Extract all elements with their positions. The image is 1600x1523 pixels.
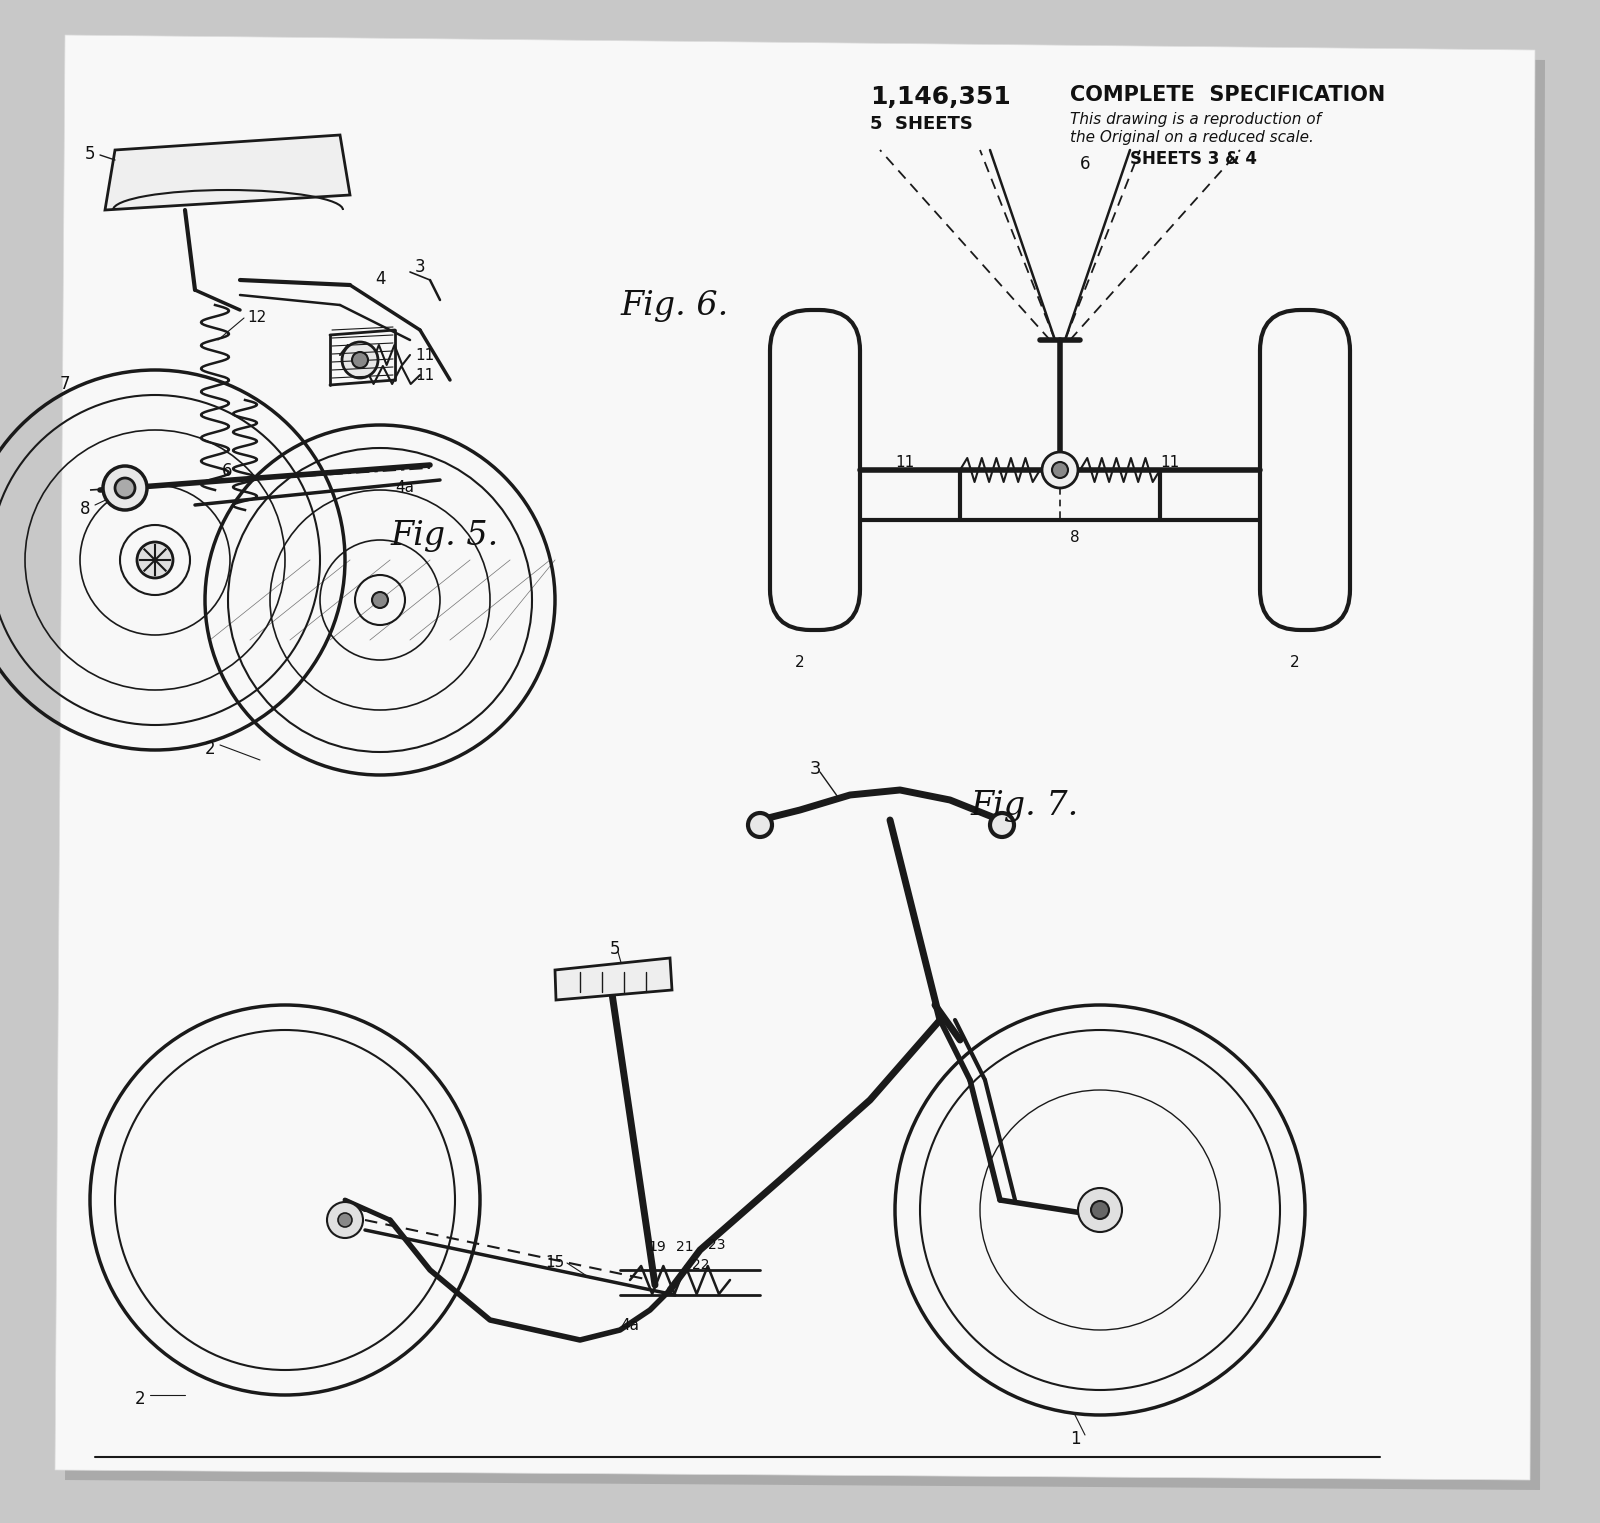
Text: SHEETS 3 & 4: SHEETS 3 & 4 [1130, 149, 1258, 168]
Text: COMPLETE  SPECIFICATION: COMPLETE SPECIFICATION [1070, 85, 1386, 105]
Polygon shape [106, 136, 350, 210]
Text: Fig. 7.: Fig. 7. [970, 790, 1078, 822]
Text: 4: 4 [374, 270, 386, 288]
Polygon shape [54, 35, 1534, 1480]
Text: 12: 12 [246, 311, 266, 324]
Text: 2: 2 [1290, 655, 1299, 670]
Circle shape [1042, 452, 1078, 487]
Circle shape [371, 592, 387, 608]
Text: 15: 15 [546, 1255, 565, 1270]
Text: 11: 11 [414, 369, 434, 382]
Text: 3: 3 [414, 257, 426, 276]
Circle shape [102, 466, 147, 510]
Text: 5: 5 [85, 145, 96, 163]
Text: 6: 6 [1080, 155, 1091, 174]
Text: Fig. 5.: Fig. 5. [390, 519, 498, 551]
Circle shape [990, 813, 1014, 838]
Circle shape [338, 1212, 352, 1228]
Circle shape [326, 1202, 363, 1238]
Text: 21: 21 [675, 1240, 694, 1253]
Text: 5: 5 [610, 940, 621, 958]
Text: 1,146,351: 1,146,351 [870, 85, 1011, 110]
Circle shape [138, 542, 173, 579]
Text: 8: 8 [1070, 530, 1080, 545]
Polygon shape [66, 46, 1546, 1489]
Circle shape [749, 813, 771, 838]
Text: 11: 11 [414, 347, 434, 362]
Text: 4a: 4a [395, 480, 414, 495]
Text: 8: 8 [80, 500, 91, 518]
Text: 2: 2 [795, 655, 805, 670]
Text: 23: 23 [707, 1238, 725, 1252]
Text: the Original on a reduced scale.: the Original on a reduced scale. [1070, 129, 1314, 145]
Text: 19: 19 [648, 1240, 666, 1253]
Circle shape [1091, 1202, 1109, 1218]
Text: 11: 11 [896, 455, 915, 471]
Polygon shape [555, 958, 672, 1001]
Text: 5  SHEETS: 5 SHEETS [870, 116, 973, 133]
Text: 3: 3 [810, 760, 821, 778]
Text: 7: 7 [61, 375, 70, 393]
Text: Fig. 6.: Fig. 6. [621, 289, 728, 321]
Text: 4a: 4a [621, 1317, 638, 1333]
Circle shape [1053, 461, 1069, 478]
Text: This drawing is a reproduction of: This drawing is a reproduction of [1070, 113, 1322, 126]
Text: 1: 1 [1070, 1430, 1080, 1448]
Circle shape [342, 343, 378, 378]
Circle shape [352, 352, 368, 369]
Text: 22: 22 [691, 1258, 709, 1272]
Text: 11: 11 [1160, 455, 1179, 471]
Text: 2: 2 [134, 1390, 146, 1407]
Circle shape [1078, 1188, 1122, 1232]
Circle shape [115, 478, 134, 498]
Text: 6: 6 [222, 461, 232, 480]
Text: 2: 2 [205, 740, 216, 758]
